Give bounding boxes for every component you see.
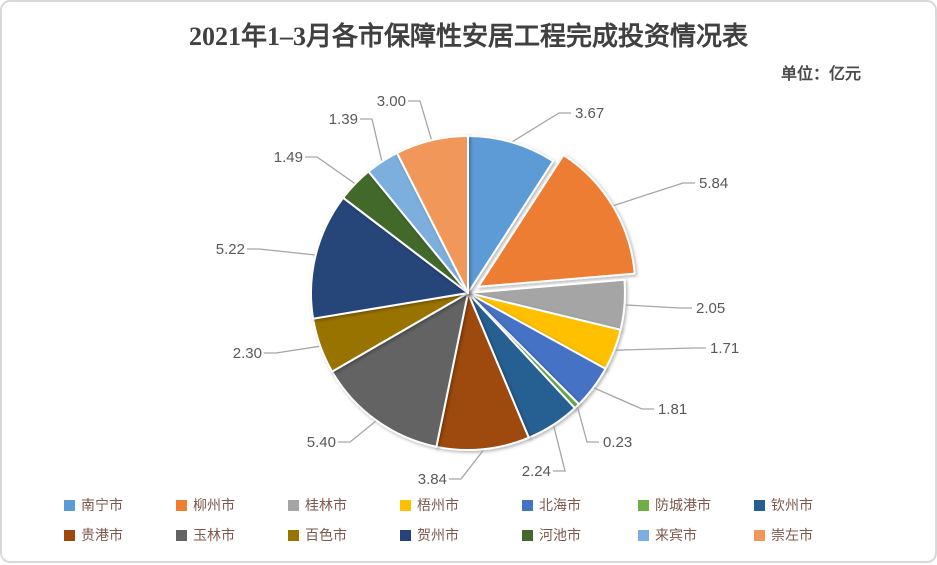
data-label-12: 1.39	[329, 111, 358, 128]
legend-marker-icon	[64, 499, 75, 511]
legend-marker-icon	[176, 499, 187, 511]
legend-item-13[interactable]: 崇左市	[754, 527, 813, 543]
legend-label: 崇左市	[771, 527, 813, 543]
legend-marker-icon	[176, 529, 187, 541]
legend-item-10[interactable]: 贺州市	[400, 527, 459, 543]
data-label-3: 1.71	[710, 340, 739, 357]
legend-label: 桂林市	[305, 497, 347, 513]
legend-marker-icon	[288, 499, 299, 511]
data-label-6: 2.24	[522, 463, 551, 480]
leader-line-1	[613, 182, 695, 207]
leader-line-11	[305, 156, 355, 184]
legend-item-1[interactable]: 柳州市	[176, 497, 235, 513]
legend-marker-icon	[754, 499, 765, 511]
leader-line-5	[576, 406, 599, 443]
legend-marker-icon	[288, 529, 299, 541]
leader-line-9	[264, 345, 320, 354]
legend-label: 钦州市	[771, 497, 813, 513]
pie-slice-10[interactable]	[310, 196, 469, 320]
chart-title: 2021年1–3月各市保障性安居工程完成投资情况表	[188, 22, 748, 51]
leader-line-8	[338, 420, 377, 443]
legend-item-2[interactable]: 桂林市	[288, 497, 347, 513]
data-label-2: 2.05	[696, 300, 725, 317]
data-label-13: 3.00	[377, 93, 406, 110]
data-labels-group: 3.67 5.84 2.05 1.71 1.81 0.23 2.24 3.84 5.40 2.30…	[216, 93, 739, 488]
legend-label: 南宁市	[81, 497, 123, 513]
legend-marker-icon	[754, 529, 765, 541]
legend-item-9[interactable]: 百色市	[288, 527, 347, 543]
legend-item-4[interactable]: 北海市	[522, 497, 581, 513]
leader-line-12	[360, 118, 383, 161]
legend-item-6[interactable]: 钦州市	[754, 497, 813, 513]
legend-item-12[interactable]: 来宾市	[638, 527, 697, 543]
leader-line-13	[408, 100, 432, 140]
legend-marker-icon	[522, 529, 533, 541]
data-label-5: 0.23	[603, 434, 632, 451]
legend-marker-icon	[638, 499, 649, 511]
pie-slice-8[interactable]	[331, 292, 469, 448]
legend-label: 来宾市	[655, 527, 697, 543]
legend-item-0[interactable]: 南宁市	[64, 497, 123, 513]
legend-item-5[interactable]: 防城港市	[638, 497, 711, 513]
legend-marker-icon	[638, 529, 649, 541]
legend-label: 百色市	[305, 527, 347, 543]
data-label-4: 1.81	[658, 401, 687, 418]
leader-line-2	[625, 304, 692, 309]
pie-slice-1[interactable]	[477, 154, 636, 288]
pie-slice-7[interactable]	[435, 292, 530, 451]
legend-item-11[interactable]: 河池市	[522, 527, 581, 543]
data-label-1: 5.84	[699, 175, 728, 192]
pie-slice-13[interactable]	[396, 135, 469, 294]
legend-item-8[interactable]: 玉林市	[176, 527, 235, 543]
leader-lines-group	[247, 100, 706, 480]
legend-label: 贺州市	[417, 527, 459, 543]
leader-line-4	[593, 387, 654, 410]
legend-item-3[interactable]: 梧州市	[400, 497, 459, 513]
data-label-0: 3.67	[575, 105, 604, 122]
legend-marker-icon	[400, 499, 411, 511]
legend-label: 防城港市	[655, 497, 711, 513]
leader-line-10	[247, 248, 315, 256]
leader-line-3	[615, 347, 706, 351]
legend-label: 玉林市	[193, 527, 235, 543]
legend-marker-icon	[400, 529, 411, 541]
pie-slice-0[interactable]	[467, 135, 555, 294]
leader-line-7	[449, 449, 484, 480]
legend-label: 河池市	[539, 527, 581, 543]
data-label-10: 5.22	[216, 241, 245, 258]
unit-label: 单位：亿元	[780, 66, 861, 83]
data-label-9: 2.30	[233, 345, 262, 362]
data-label-7: 3.84	[418, 471, 447, 488]
legend-item-7[interactable]: 贵港市	[64, 527, 123, 543]
legend-label: 贵港市	[81, 527, 123, 543]
pie-slices-group	[310, 135, 636, 451]
leader-line-0	[512, 112, 571, 143]
legend-marker-icon	[522, 499, 533, 511]
data-label-8: 5.40	[307, 434, 336, 451]
data-label-11: 1.49	[274, 149, 303, 166]
leader-line-6	[553, 425, 566, 472]
legend-marker-icon	[64, 529, 75, 541]
legend-label: 梧州市	[417, 497, 459, 513]
legend-label: 北海市	[539, 497, 581, 513]
legend-label: 柳州市	[193, 497, 235, 513]
